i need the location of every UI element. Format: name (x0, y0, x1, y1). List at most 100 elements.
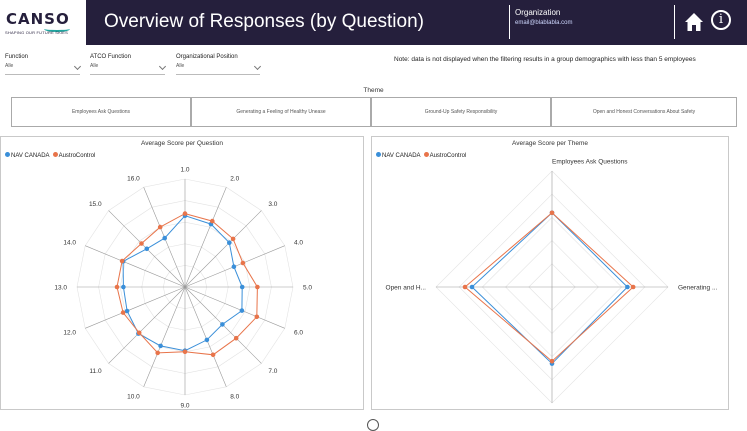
radar-axis-label: Open and H... (386, 285, 427, 292)
filter-function[interactable]: Function Alle (5, 54, 85, 75)
radar-spoke (184, 210, 262, 288)
radar-point[interactable] (120, 310, 126, 315)
radar-point[interactable] (204, 337, 210, 343)
radar-axis-label: 5.0 (303, 285, 312, 292)
filter-dropdown[interactable]: Alle (90, 62, 167, 75)
radar-spoke (85, 245, 186, 288)
page-indicator[interactable] (367, 419, 379, 431)
radar-axis-label: 10.0 (127, 394, 140, 401)
radar-point[interactable] (630, 284, 636, 290)
logo-tagline: SHAPING OUR FUTURE SKIES (5, 30, 69, 35)
radar-axis-label: 15.0 (89, 201, 102, 208)
header-divider-icons (674, 5, 675, 39)
canso-logo: CANSO SHAPING OUR FUTURE SKIES (0, 0, 86, 45)
tab-open-honest-conversations[interactable]: Open and Honest Conversations About Safe… (551, 97, 737, 127)
legend-dot (52, 152, 58, 157)
radar-point[interactable] (182, 349, 188, 355)
organization-label: Organization (515, 8, 561, 17)
chevron-down-icon (73, 62, 82, 71)
radar-point[interactable] (124, 308, 130, 314)
radar-point[interactable] (469, 284, 475, 290)
radar-axis-label: Generating ... (678, 285, 718, 292)
header-divider (509, 5, 510, 39)
radar-point[interactable] (255, 284, 260, 290)
filter-label: ATCO Function (90, 54, 131, 60)
radar-point[interactable] (239, 284, 245, 290)
radar-point[interactable] (155, 350, 160, 356)
question-radar-chart: 1.0 2.0 3.0 4.0 5.0 6.0 7.0 8.0 9.0 10.0 11.0 12.0 1… (54, 167, 312, 410)
radar-series-line (122, 215, 243, 352)
radar-point[interactable] (462, 284, 468, 290)
page-title: Overview of Responses (by Question) (104, 11, 424, 32)
filter-note: Note: data is not displayed when the fil… (394, 56, 696, 63)
radar-point[interactable] (157, 224, 163, 230)
chevron-down-icon (253, 62, 262, 71)
radar-axis-label: 9.0 (180, 403, 189, 410)
filter-label: Organizational Position (176, 54, 238, 60)
chart-legend: NAV CANADA AustroControl (5, 152, 95, 159)
radar-axis-label: Employees Ask Questions (552, 159, 628, 166)
organization-email: email@blablabla.com (515, 20, 573, 26)
radar-axis-label: 7.0 (268, 368, 277, 375)
radar-point[interactable] (230, 236, 236, 242)
legend-label: AustroControl (58, 153, 96, 159)
radar-axis-label: 14.0 (63, 239, 76, 246)
radar-axis-label: 8.0 (230, 394, 239, 401)
radar-point[interactable] (210, 352, 216, 358)
filter-dropdown[interactable]: Alle (5, 62, 82, 75)
radar-axis-label: 13.0 (54, 285, 67, 292)
radar-point[interactable] (625, 284, 630, 290)
radar-point[interactable] (254, 314, 260, 320)
chart-title: Average Score per Question (141, 140, 223, 147)
radar-axis-label: 12.0 (63, 330, 76, 337)
radar-point[interactable] (233, 335, 239, 341)
radar-point[interactable] (549, 358, 555, 364)
chart-legend: NAV CANADA AustroControl (376, 152, 466, 159)
radar-spoke (184, 286, 227, 387)
radar-spoke (184, 286, 285, 329)
tab-healthy-unease[interactable]: Generating a Feeling of Healthy Unease (191, 97, 371, 127)
radar-axis-label: 1.0 (180, 167, 189, 174)
radar-point[interactable] (240, 260, 246, 266)
legend-dot (423, 152, 429, 157)
filter-dropdown[interactable]: Alle (176, 62, 262, 75)
radar-point[interactable] (239, 308, 245, 313)
tab-employees-ask-questions[interactable]: Employees Ask Questions (11, 97, 191, 127)
radar-axis-label: 11.0 (89, 368, 102, 375)
home-icon[interactable] (684, 12, 704, 32)
question-radar-card: Average Score per Question NAV CANADA Au… (0, 136, 364, 410)
theme-radar-card: Average Score per Theme NAV CANADA Austr… (371, 136, 729, 412)
radar-point[interactable] (136, 330, 142, 336)
radar-point[interactable] (158, 343, 163, 349)
filter-organizational-position[interactable]: Organizational Position Alle (176, 54, 262, 75)
top-header: CANSO SHAPING OUR FUTURE SKIES Overview … (0, 0, 747, 45)
filter-value: Alle (5, 63, 14, 69)
radar-point[interactable] (121, 284, 126, 290)
radar-axis-label: 16.0 (127, 176, 140, 183)
radar-point[interactable] (549, 210, 555, 216)
radar-axis-label: Ground-Up Safety Responsibility (505, 411, 600, 412)
radar-point[interactable] (162, 235, 167, 241)
radar-point[interactable] (114, 284, 120, 290)
logo-arc (44, 26, 70, 32)
info-icon[interactable]: i (711, 10, 731, 30)
tab-ground-up-safety[interactable]: Ground-Up Safety Responsibility (371, 97, 551, 127)
radar-axis-label: 6.0 (294, 330, 303, 337)
filter-value: Alle (90, 63, 99, 69)
radar-axis-label: 2.0 (230, 176, 239, 183)
radar-point[interactable] (182, 211, 188, 216)
legend-label: NAV CANADA (11, 153, 50, 159)
radar-point[interactable] (139, 241, 144, 246)
radar-point[interactable] (220, 322, 225, 327)
radar-point[interactable] (231, 264, 237, 269)
logo-text: CANSO (6, 10, 70, 28)
chart-title: Average Score per Theme (512, 140, 588, 147)
theme-radar-chart: Employees Ask Questions Generating ... Gro… (386, 159, 718, 412)
legend-dot (5, 152, 10, 157)
radar-axis-label: 3.0 (268, 201, 277, 208)
filter-atco-function[interactable]: ATCO Function Alle (90, 54, 170, 75)
radar-point[interactable] (119, 258, 125, 264)
radar-point[interactable] (144, 246, 150, 252)
radar-point[interactable] (227, 240, 232, 245)
radar-point[interactable] (210, 218, 215, 224)
